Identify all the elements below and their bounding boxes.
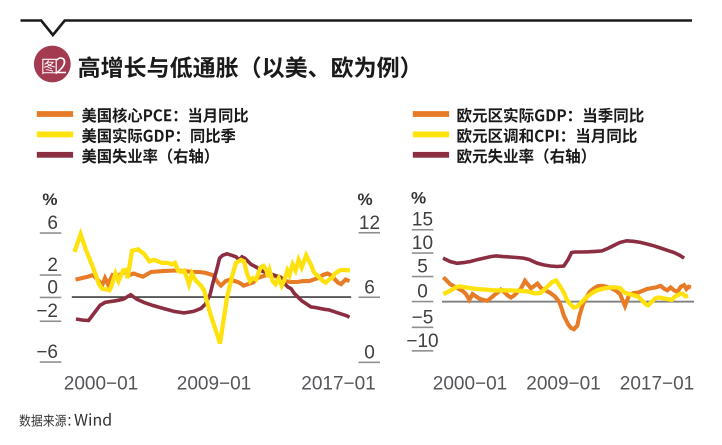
svg-text:%: %: [411, 188, 426, 207]
svg-text:5: 5: [417, 257, 428, 278]
svg-text:−10: −10: [406, 331, 438, 352]
svg-text:6: 6: [364, 278, 375, 299]
svg-text:2017−01: 2017−01: [620, 373, 695, 394]
svg-text:10: 10: [412, 233, 433, 254]
svg-text:0: 0: [417, 282, 428, 303]
svg-text:%: %: [42, 190, 57, 209]
svg-text:2000−01: 2000−01: [64, 373, 139, 394]
svg-text:2: 2: [47, 255, 58, 276]
svg-text:%: %: [357, 190, 372, 209]
svg-text:2017−01: 2017−01: [301, 373, 376, 394]
svg-text:−5: −5: [412, 307, 434, 328]
svg-text:15: 15: [412, 210, 433, 231]
svg-text:2009−01: 2009−01: [526, 373, 601, 394]
svg-text:0: 0: [364, 343, 375, 364]
svg-text:0: 0: [47, 277, 58, 298]
svg-text:2000−01: 2000−01: [433, 373, 508, 394]
svg-text:2009−01: 2009−01: [177, 373, 252, 394]
svg-text:6: 6: [47, 213, 58, 234]
svg-text:−6: −6: [36, 342, 58, 363]
svg-text:12: 12: [359, 213, 380, 234]
svg-text:−2: −2: [36, 301, 58, 322]
